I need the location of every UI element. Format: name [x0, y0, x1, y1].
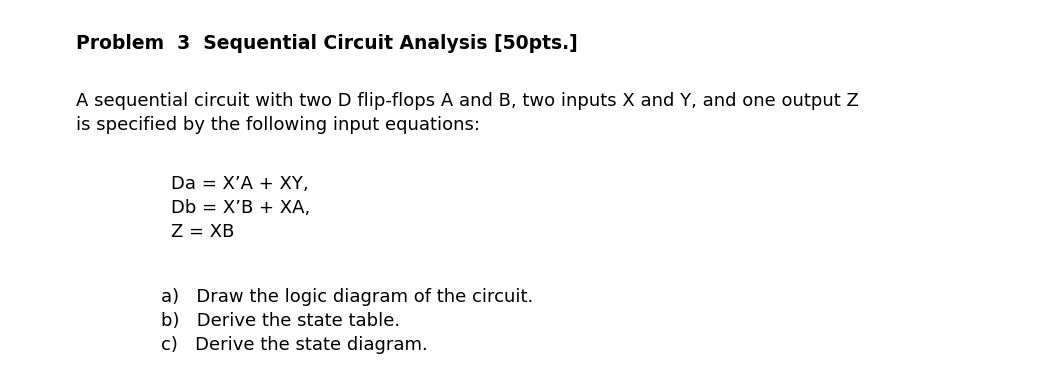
Text: A sequential circuit with two D flip-flops A and B, two inputs X and Y, and one : A sequential circuit with two D flip-flo…: [76, 92, 858, 134]
Text: Da = X’A + XY,
Db = X’B + XA,
Z = XB: Da = X’A + XY, Db = X’B + XA, Z = XB: [171, 175, 311, 241]
Text: a)   Draw the logic diagram of the circuit.
b)   Derive the state table.
c)   De: a) Draw the logic diagram of the circuit…: [161, 288, 533, 354]
Text: Problem  3  Sequential Circuit Analysis [50pts.]: Problem 3 Sequential Circuit Analysis [5…: [76, 34, 578, 53]
